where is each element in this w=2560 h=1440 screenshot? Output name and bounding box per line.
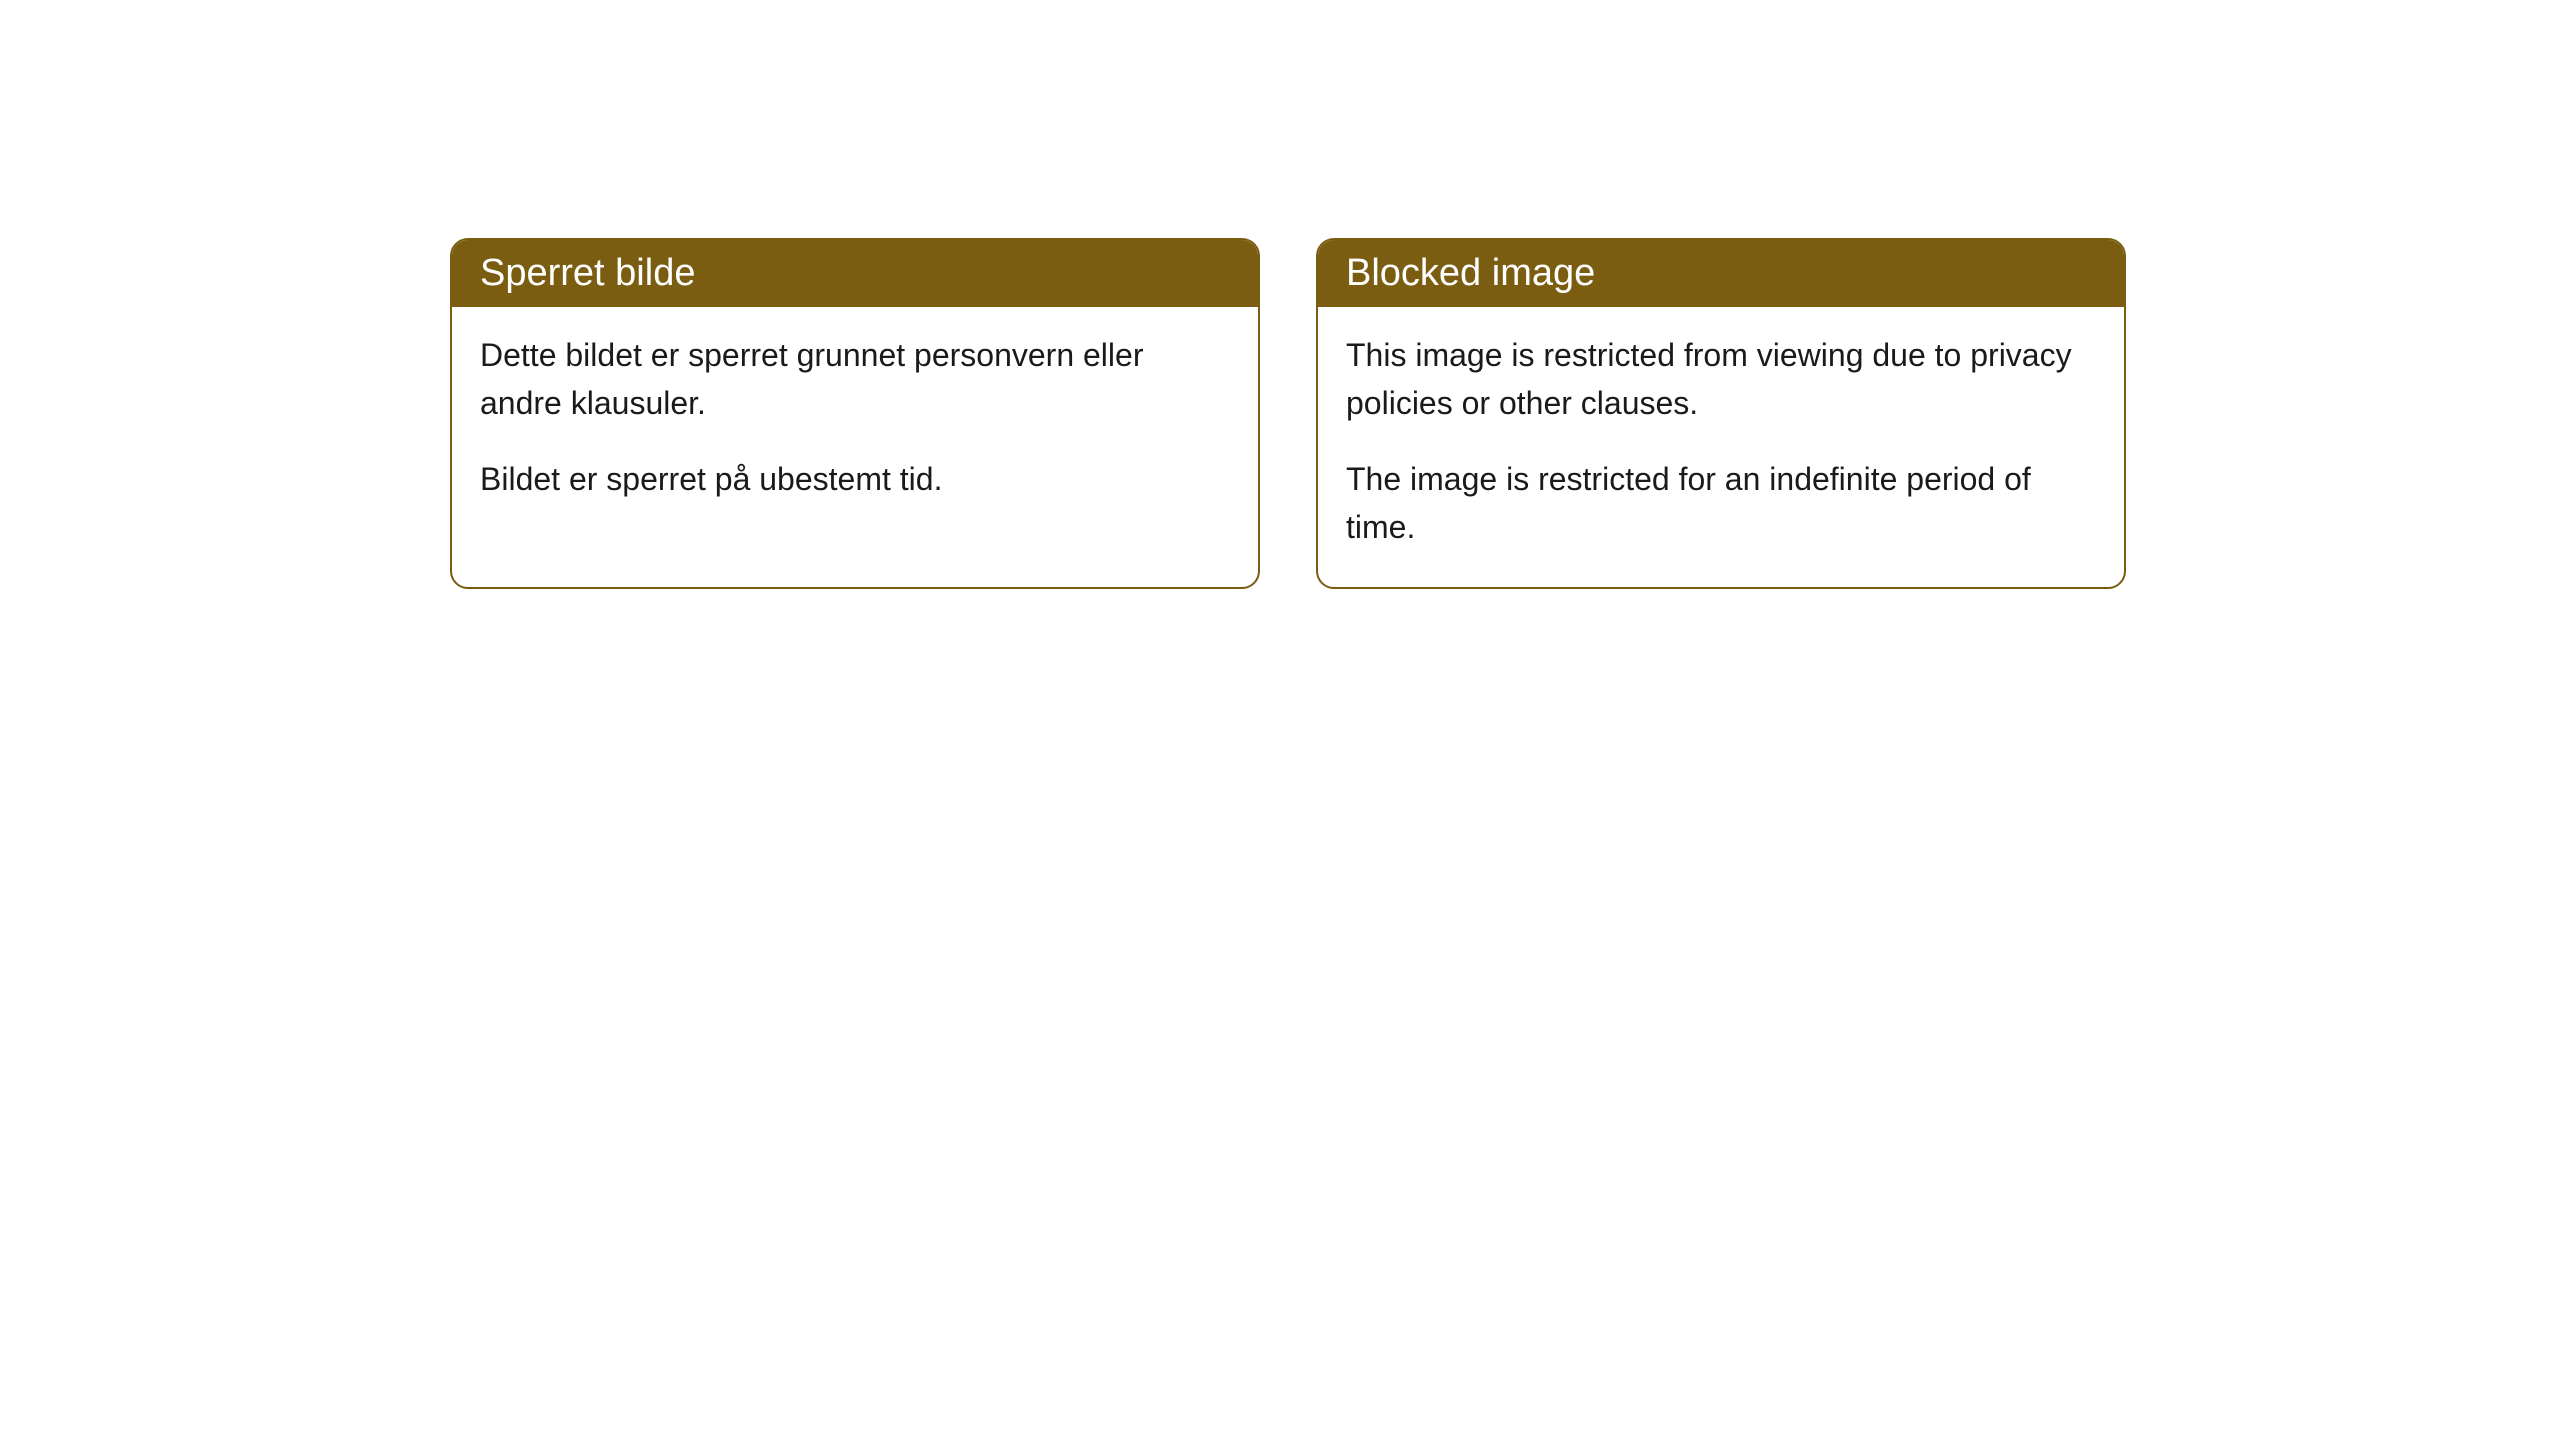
card-title: Blocked image: [1346, 252, 1595, 294]
card-paragraph: Dette bildet er sperret grunnet personve…: [480, 331, 1230, 427]
notice-card-english: Blocked image This image is restricted f…: [1316, 238, 2126, 589]
card-paragraph: This image is restricted from viewing du…: [1346, 331, 2096, 427]
card-paragraph: The image is restricted for an indefinit…: [1346, 455, 2096, 551]
card-header-norwegian: Sperret bilde: [452, 240, 1258, 307]
card-body-english: This image is restricted from viewing du…: [1318, 307, 2124, 587]
card-title: Sperret bilde: [480, 252, 695, 294]
notice-cards-container: Sperret bilde Dette bildet er sperret gr…: [450, 238, 2126, 589]
card-paragraph: Bildet er sperret på ubestemt tid.: [480, 455, 1230, 503]
card-body-norwegian: Dette bildet er sperret grunnet personve…: [452, 307, 1258, 539]
notice-card-norwegian: Sperret bilde Dette bildet er sperret gr…: [450, 238, 1260, 589]
card-header-english: Blocked image: [1318, 240, 2124, 307]
